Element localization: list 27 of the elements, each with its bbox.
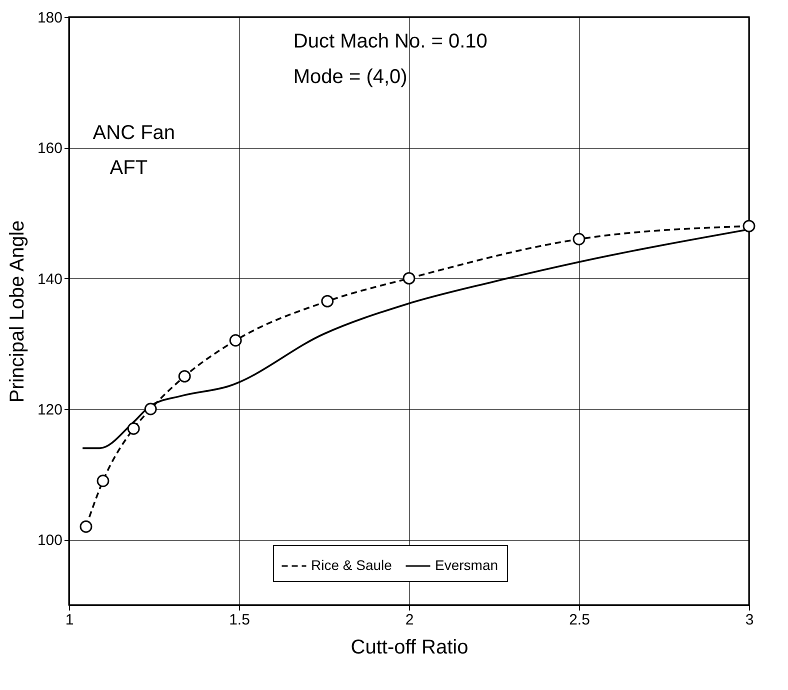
annotation: ANC Fan xyxy=(92,122,176,144)
annotation: Mode = (4,0) xyxy=(293,66,408,88)
point xyxy=(80,520,92,533)
point xyxy=(96,474,110,488)
legend-label: Eversman xyxy=(435,557,498,573)
point xyxy=(144,402,157,416)
x-tick-label: 1.5 xyxy=(229,612,250,628)
y-tick-label: 100 xyxy=(37,532,62,550)
point xyxy=(572,232,586,246)
x-tick-label: 2.5 xyxy=(569,612,590,628)
point xyxy=(127,422,140,435)
x-tick-label: 2 xyxy=(405,612,414,628)
legend-label: Rice & Saule xyxy=(311,557,392,573)
point xyxy=(402,272,416,285)
x-tick-label: 3 xyxy=(745,612,754,628)
point xyxy=(229,334,242,347)
y-axis-title: Principal Lobe Angle xyxy=(6,220,28,403)
y-tick-label: 120 xyxy=(37,402,62,418)
x-axis-title: Cutt-off Ratio xyxy=(350,636,468,658)
point xyxy=(742,220,756,232)
x-tick-label: 1 xyxy=(65,612,74,628)
y-tick-label: 180 xyxy=(37,10,62,26)
y-tick-label: 140 xyxy=(37,270,62,288)
point xyxy=(321,294,334,308)
point xyxy=(178,370,191,383)
y-tick-label: 160 xyxy=(37,140,62,158)
annotation: AFT xyxy=(110,157,148,180)
